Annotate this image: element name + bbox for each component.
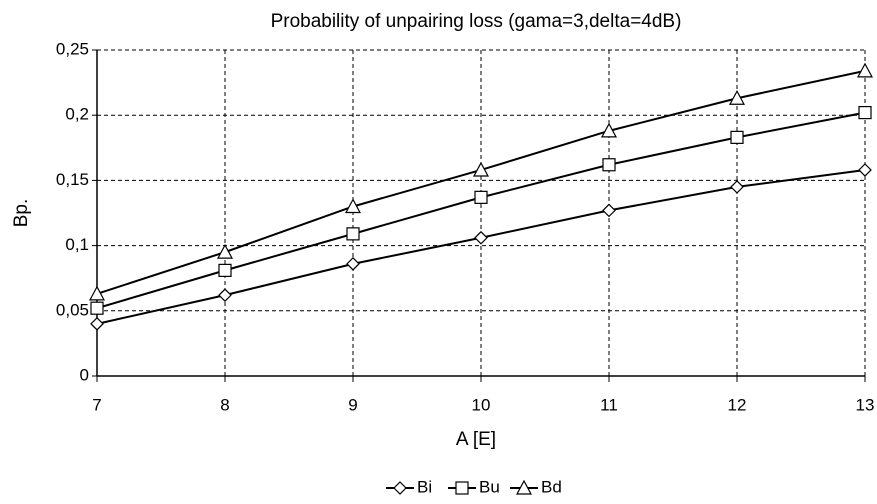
x-tick-label: 12: [728, 395, 747, 414]
marker: [474, 230, 488, 245]
marker: [600, 122, 618, 138]
marker: [216, 243, 234, 259]
marker: [90, 301, 104, 315]
marker: [88, 285, 106, 301]
legend-label: Bi: [417, 477, 432, 496]
y-tick-label: 0,2: [65, 105, 89, 124]
x-tick-label: 10: [472, 395, 491, 414]
marker: [730, 180, 744, 194]
y-tick-label: 0,15: [56, 170, 89, 189]
x-tick-label: 11: [600, 395, 618, 414]
y-tick-label: 0,25: [56, 39, 89, 58]
marker: [856, 62, 874, 78]
marker: [730, 130, 744, 144]
x-tick-label: 7: [92, 395, 101, 414]
marker: [393, 481, 407, 495]
y-tick-label: 0,1: [65, 235, 89, 254]
marker: [728, 89, 746, 105]
y-tick-label: 0: [80, 365, 89, 384]
marker: [90, 316, 104, 331]
marker: [602, 158, 616, 172]
marker: [602, 203, 616, 218]
legend-label: Bd: [541, 477, 562, 496]
x-axis-title: A [E]: [456, 429, 496, 450]
marker: [858, 105, 872, 120]
marker: [346, 257, 360, 271]
marker: [474, 190, 488, 204]
x-tick-label: 8: [220, 395, 229, 414]
x-tick-label: 9: [348, 395, 357, 414]
marker: [344, 198, 362, 214]
marker: [455, 481, 469, 495]
y-tick-label: 0,05: [56, 300, 89, 319]
y-axis-title: Bp.: [11, 199, 32, 228]
marker: [515, 479, 533, 495]
marker: [858, 163, 872, 177]
x-tick-label: 13: [856, 395, 875, 414]
marker: [472, 161, 490, 177]
legend-label: Bu: [479, 477, 500, 496]
marker: [218, 263, 232, 277]
marker: [346, 227, 360, 241]
chart-title: Probability of unpairing loss (gama=3,de…: [271, 11, 682, 32]
marker: [218, 288, 232, 303]
